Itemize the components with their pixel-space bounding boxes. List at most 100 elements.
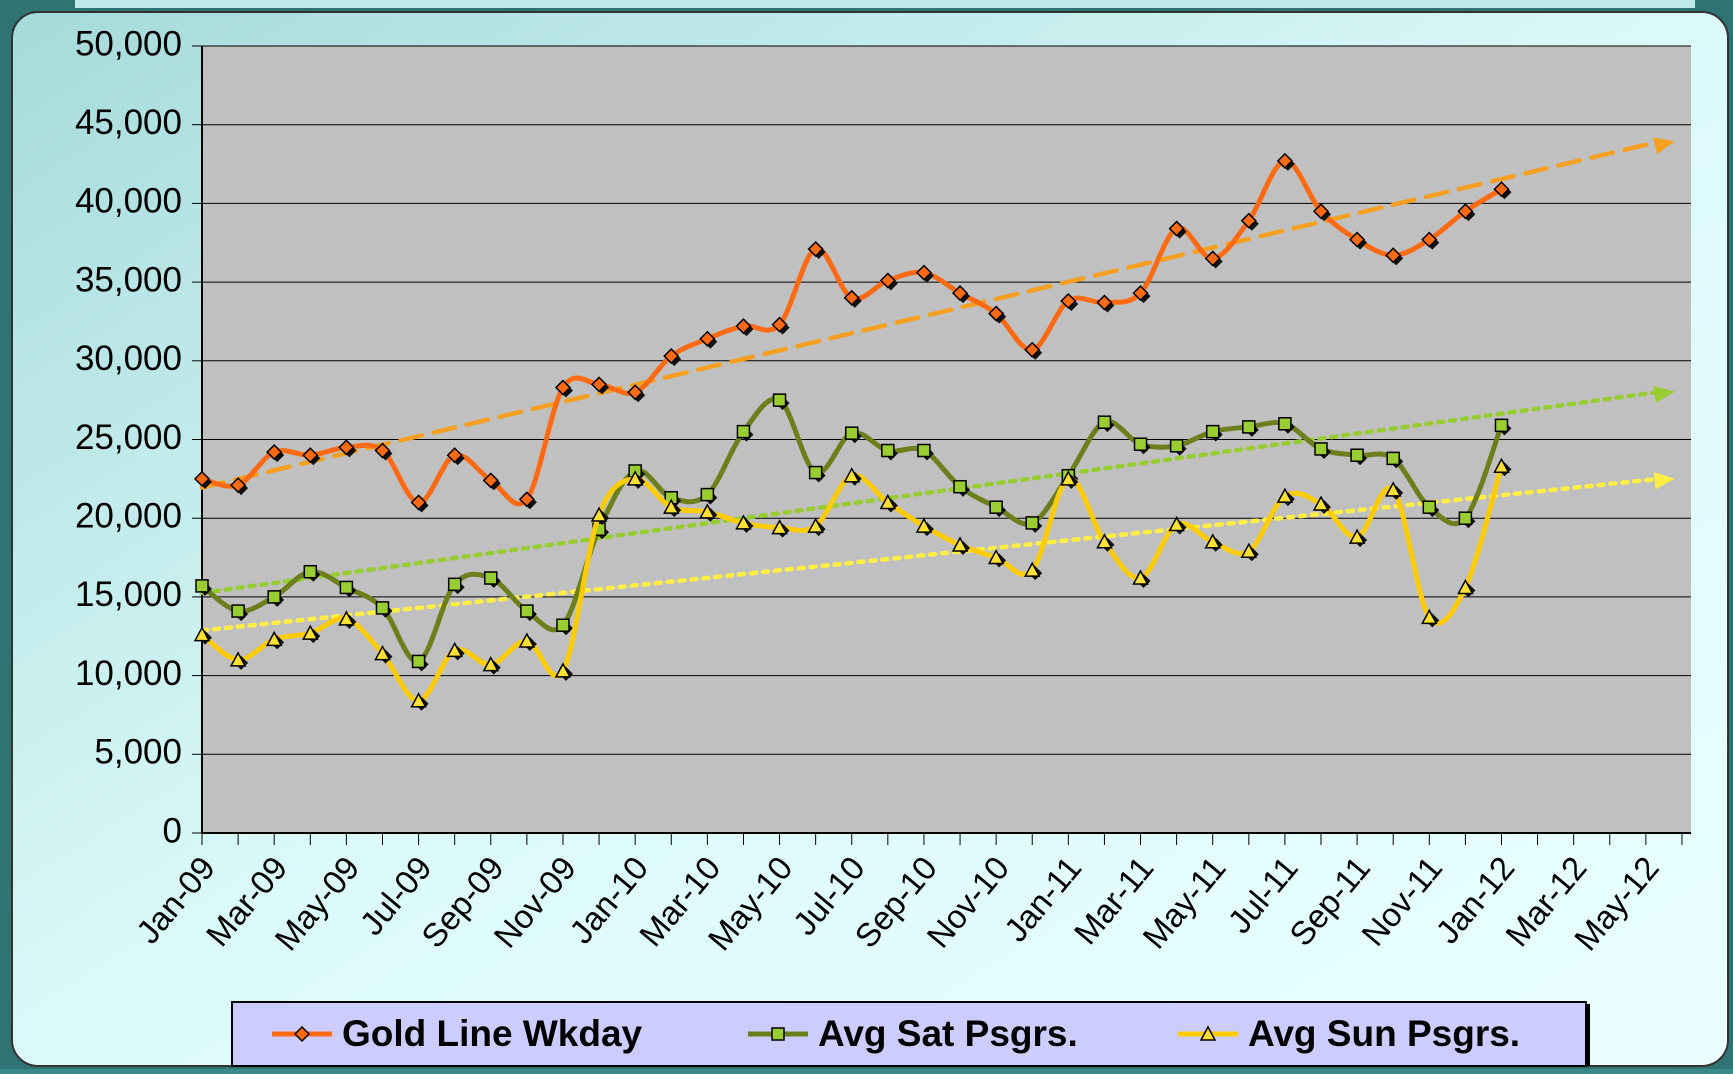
marker [1204,250,1221,267]
y-tick-label: 35,000 [75,260,182,299]
marker [735,514,752,530]
marker [951,536,969,552]
y-tick-label: 5,000 [94,733,182,772]
marker [446,641,463,658]
marker [518,491,535,508]
marker [879,493,897,510]
marker [1458,511,1473,525]
marker [989,500,1003,514]
marker [482,472,499,489]
marker [953,479,967,494]
marker [1350,448,1364,462]
marker [556,618,570,632]
marker [303,564,318,579]
marker [736,424,751,439]
y-tick-label: 20,000 [75,496,182,535]
legend-label: Avg Sat Psgrs. [818,1013,1078,1054]
marker [195,579,209,593]
marker [1493,457,1510,474]
trend-arrow [1653,385,1675,403]
legend-items: Gold Line Wkday Avg Sat Psgrs. Avg Sun Psg… [272,1013,1520,1054]
marker [988,305,1005,322]
marker [699,330,716,347]
marker [518,632,536,648]
marker [771,316,788,333]
trendline [199,138,1664,490]
trend-arrow [1653,472,1675,490]
marker [1204,533,1221,549]
marker [1242,420,1256,434]
marker [844,426,859,440]
y-tick-label: 50,000 [75,24,182,63]
marker [1023,561,1041,577]
marker [1199,1025,1217,1041]
marker [293,1025,311,1043]
marker [1386,451,1400,466]
marker [1060,292,1077,310]
marker [1457,203,1474,220]
marker [1133,437,1148,451]
marker [1168,515,1185,532]
marker [1349,231,1366,248]
marker [554,379,572,396]
y-tick-label: 25,000 [75,418,182,457]
marker [591,376,608,393]
marker [1024,341,1041,358]
marker [879,272,896,289]
marker [1276,152,1293,169]
marker [410,494,427,511]
marker [1278,417,1292,431]
marker [843,467,861,483]
marker [482,656,500,672]
marker [735,318,752,335]
trendline [199,389,1664,596]
marker [807,517,824,533]
marker [193,626,211,642]
marker [771,519,788,535]
marker [987,548,1005,565]
marker [1060,470,1077,486]
marker [915,517,933,533]
y-tick-label: 15,000 [75,575,182,614]
marker [951,285,969,302]
marker [915,264,932,281]
marker [265,630,283,647]
marker [447,577,462,592]
marker [411,654,426,669]
marker [229,651,247,667]
marker [266,444,283,461]
marker [1422,500,1437,514]
marker [881,443,895,458]
marker [808,465,823,480]
marker [1025,516,1039,530]
marks [193,137,1675,711]
marker [1494,418,1509,433]
marker [626,470,644,486]
marker [338,610,355,626]
marker [1169,439,1184,453]
marker [1457,578,1474,595]
marker [193,470,211,487]
marker [1096,294,1113,311]
marker [1314,442,1328,456]
y-tick-label: 10,000 [75,654,182,693]
marker [230,477,247,494]
marker [1132,569,1149,585]
y-tick-label: 40,000 [75,182,182,221]
marker [339,580,354,595]
marker [375,601,390,615]
marker [1385,247,1402,264]
marker [520,604,534,618]
marker [843,289,860,306]
marker [1240,212,1257,229]
marker [302,447,319,464]
marker [663,348,680,365]
marker [1384,481,1402,497]
marker [267,590,281,604]
y-tick-label: 45,000 [75,103,182,142]
marker [554,662,572,678]
marker [374,644,391,661]
marker [1312,495,1330,511]
